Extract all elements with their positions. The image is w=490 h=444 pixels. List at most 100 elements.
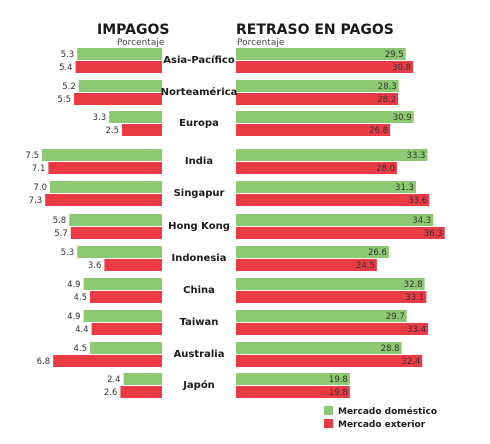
retraso-value-singapur-domestic: 31.3 [395,183,414,193]
impagos-value-china-domestic: 4.9 [67,280,81,290]
retraso-value-india-domestic: 33.3 [407,151,426,161]
retraso-bar-australia-foreign [236,355,423,367]
impagos-bar-singapur-foreign [45,194,163,206]
retraso-subtitle: Porcentaje [237,38,285,48]
retraso-bar-china-domestic [236,278,425,290]
impagos-bar-taiwan-domestic [83,310,162,322]
impagos-value-singapur-foreign: 7.3 [29,196,43,206]
retraso-bar-hong-kong-foreign [236,227,445,239]
impagos-bar-australia-domestic [90,342,162,354]
retraso-bar-singapur-foreign [236,194,430,206]
legend-label-domestic: Mercado doméstico [338,406,437,417]
impagos-value-india-domestic: 7.5 [25,151,39,161]
impagos-value-norteamerica-domestic: 5.2 [62,82,76,92]
impagos-value-india-foreign: 7.1 [32,164,46,174]
category-label-japon: Japón [182,379,215,391]
impagos-bar-hong-kong-foreign [70,227,162,239]
impagos-bar-indonesia-foreign [104,259,162,271]
retraso-title: RETRASO EN PAGOS [236,22,394,38]
impagos-bar-singapur-domestic [50,181,162,193]
impagos-bar-europa-foreign [122,124,162,136]
impagos-value-asia-pacifico-domestic: 5.3 [61,50,75,60]
impagos-bar-asia-pacifico-domestic [77,48,162,60]
retraso-bar-asia-pacifico-domestic [236,48,406,60]
impagos-bar-indonesia-domestic [77,246,162,258]
retraso-value-china-domestic: 32.8 [404,280,423,290]
retraso-panel: 29.5 30.8 28.3 28.2 30.9 26.8 33.3 28.031.3 33.6… [236,48,445,398]
impagos-bar-china-foreign [90,291,162,303]
retraso-value-japon-foreign: 19.8 [329,388,348,398]
retraso-value-europa-foreign: 26.8 [369,126,388,136]
impagos-subtitle: Porcentaje [117,38,165,48]
retraso-bar-europa-foreign [236,124,391,136]
retraso-bar-hong-kong-domestic [236,214,434,226]
category-label-singapur: Singapur [174,188,225,199]
retraso-bar-europa-domestic [236,111,414,123]
impagos-bar-australia-foreign [53,355,163,367]
retraso-bar-norteamerica-foreign [236,93,399,105]
retraso-value-hong-kong-foreign: 36.3 [424,229,443,239]
retraso-bar-japon-domestic [236,373,350,385]
retraso-value-indonesia-foreign: 24.5 [356,261,375,271]
retraso-bar-india-domestic [236,149,428,161]
category-label-indonesia: Indonesia [172,253,227,264]
category-label-china: China [183,285,215,296]
legend-swatch-domestic [324,406,333,415]
legend: Mercado doméstico Mercado exterior [324,406,437,430]
category-label-europa: Europa [179,118,219,129]
impagos-value-hong-kong-foreign: 5.7 [54,229,68,239]
retraso-value-europa-domestic: 30.9 [393,113,412,123]
category-label-asia-pacifico: Asia-Pacífico [163,54,235,66]
retraso-bar-asia-pacifico-foreign [236,61,414,73]
impagos-title: IMPAGOS [97,22,169,38]
retraso-value-asia-pacifico-foreign: 30.8 [392,63,411,73]
impagos-bar-india-foreign [48,162,162,174]
impagos-bar-japon-domestic [123,373,162,385]
retraso-value-australia-domestic: 28.8 [381,344,400,354]
retraso-bar-taiwan-domestic [236,310,407,322]
impagos-value-indonesia-foreign: 3.6 [88,261,102,271]
retraso-value-india-foreign: 28.0 [376,164,395,174]
impagos-value-australia-foreign: 6.8 [37,357,51,367]
retraso-bar-china-foreign [236,291,427,303]
impagos-bar-norteamerica-domestic [78,80,162,92]
impagos-panel: 5.3 5.4 5.2 5.5 3.3 2.5 7.5 7.1 7.0 7.3 5.8 5.7 5.3 3… [25,48,163,398]
impagos-bar-asia-pacifico-foreign [75,61,162,73]
impagos-bar-norteamerica-foreign [74,93,162,105]
retraso-bar-australia-domestic [236,342,402,354]
retraso-bar-indonesia-foreign [236,259,377,271]
retraso-bar-singapur-domestic [236,181,416,193]
category-label-australia: Australia [174,349,225,360]
impagos-value-asia-pacifico-foreign: 5.4 [59,63,73,73]
impagos-bar-hong-kong-domestic [69,214,162,226]
legend-label-foreign: Mercado exterior [338,420,426,430]
impagos-value-japon-domestic: 2.4 [107,375,121,385]
impagos-value-china-foreign: 4.5 [73,293,87,303]
impagos-bar-china-domestic [83,278,162,290]
retraso-bar-norteamerica-domestic [236,80,399,92]
impagos-bar-europa-domestic [109,111,162,123]
retraso-bar-japon-foreign [236,386,350,398]
retraso-bar-indonesia-domestic [236,246,389,258]
retraso-value-australia-foreign: 32.4 [401,357,420,367]
impagos-value-indonesia-domestic: 5.3 [61,248,75,258]
impagos-bar-india-domestic [42,149,162,161]
retraso-value-taiwan-foreign: 33.4 [407,325,426,335]
retraso-value-norteamerica-domestic: 28.3 [378,82,397,92]
category-labels: Asia-Pacífico Norteamérica Europa India Sing… [161,54,238,391]
retraso-value-singapur-foreign: 33.6 [408,196,427,206]
retraso-value-taiwan-domestic: 29.7 [386,312,405,322]
retraso-bar-india-foreign [236,162,397,174]
category-label-hong-kong: Hong Kong [168,221,230,232]
impagos-bar-japon-foreign [120,386,162,398]
impagos-value-europa-foreign: 2.5 [105,126,119,136]
category-label-taiwan: Taiwan [180,317,219,328]
impagos-value-singapur-domestic: 7.0 [33,183,47,193]
retraso-bar-taiwan-foreign [236,323,429,335]
retraso-value-japon-domestic: 19.8 [329,375,348,385]
impagos-bar-taiwan-foreign [91,323,162,335]
impagos-value-norteamerica-foreign: 5.5 [57,95,71,105]
impagos-value-australia-domestic: 4.5 [73,344,87,354]
legend-swatch-foreign [324,419,333,428]
